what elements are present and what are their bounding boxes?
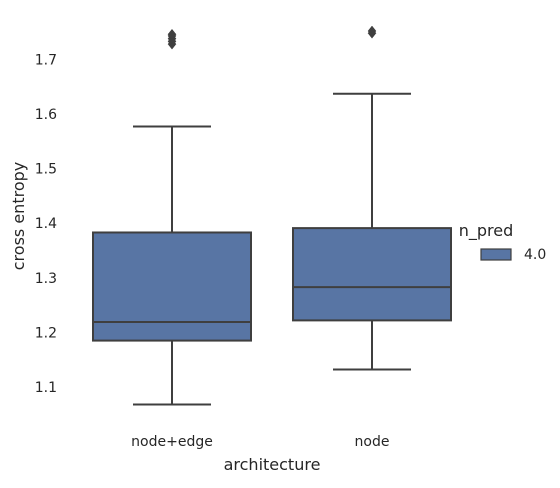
legend-title: n_pred <box>459 221 514 241</box>
box-group <box>292 25 452 371</box>
box-iqr <box>92 231 252 342</box>
x-axis-ticks: node+edge node <box>131 434 389 450</box>
outlier-point <box>167 28 177 40</box>
y-tick-label: 1.7 <box>35 52 57 68</box>
x-tick-label: node+edge <box>131 434 213 450</box>
box-iqr <box>292 227 452 322</box>
y-tick-label: 1.1 <box>35 380 57 396</box>
y-tick-label: 1.3 <box>35 271 57 287</box>
y-tick-label: 1.6 <box>35 107 57 123</box>
y-tick-label: 1.2 <box>35 325 57 341</box>
x-axis-label: architecture <box>224 455 321 474</box>
box-group <box>92 28 252 406</box>
legend: n_pred 4.0 <box>459 221 547 263</box>
y-tick-label: 1.5 <box>35 162 57 178</box>
y-axis-ticks: 1.1 1.2 1.3 1.4 1.5 1.6 1.7 <box>35 52 57 396</box>
y-axis-label: cross entropy <box>9 162 28 270</box>
outlier-point <box>367 25 377 37</box>
legend-swatch <box>480 248 512 261</box>
x-tick-label: node <box>355 434 390 450</box>
y-tick-label: 1.4 <box>35 216 57 232</box>
legend-label: 4.0 <box>524 247 546 263</box>
boxes <box>92 25 452 406</box>
